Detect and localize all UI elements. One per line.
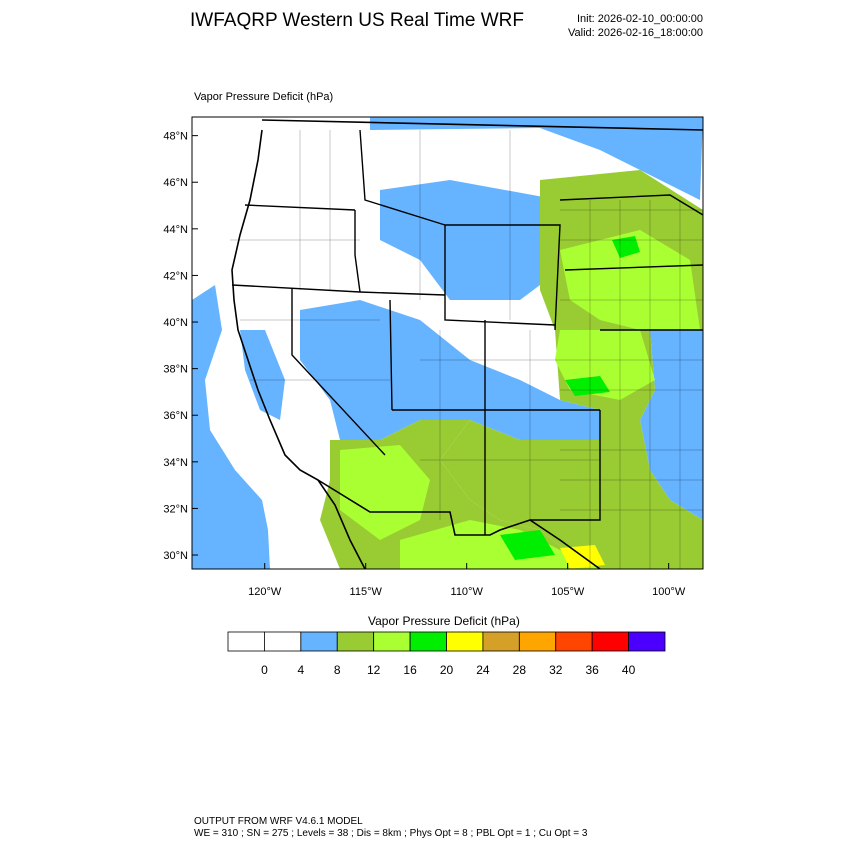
north-vpd-region [370,117,703,200]
lat-label: 44°N [163,224,188,236]
colorbar-tick-label: 20 [439,663,454,677]
colorbar [227,631,666,652]
lat-label: 42°N [163,270,188,282]
colorbar-swatch [446,631,484,652]
lon-label: 105°W [551,586,585,598]
colorbar-swatch [227,631,265,652]
colorbar-tick-label: 8 [333,663,341,677]
east-vpd-region [640,330,703,520]
colorbar-swatch [300,631,338,652]
colorbar-tick-label: 0 [261,663,268,677]
colorbar-title: Vapor Pressure Deficit (hPa) [368,614,520,628]
lat-label: 30°N [163,550,188,562]
colorbar-swatch [518,631,557,652]
init-time: Init: 2026-02-10_00:00:00 [577,13,703,25]
coastline [231,129,366,569]
colorbar-swatch [482,631,520,652]
latitude-axis: 48°N 46°N 44°N 42°N 40°N 38°N 36°N 34°N 32°N 30°N [163,131,198,562]
colorbar-tick-label: 24 [476,663,490,677]
green-vpd-spot [500,530,555,560]
colorbar-tick-label: 16 [403,663,417,677]
colorbar-tick-label: 12 [366,663,381,677]
lon-label: 115°W [350,586,383,598]
valid-time: Valid: 2026-02-16_18:00:00 [568,27,703,39]
colorbar-tick-label: 32 [549,663,563,677]
state-borders [231,129,703,535]
northern-rockies-vpd-region [380,180,560,300]
colorbar-swatch [591,631,629,652]
colorbar-swatch [336,631,375,652]
county-lines [230,130,703,569]
lat-label: 40°N [163,317,188,329]
lon-label: 110°W [451,586,484,598]
colorbar-swatch [264,631,302,652]
arizona-vpd-region [340,445,430,540]
field-label: Vapor Pressure Deficit (hPa) [194,91,334,103]
lat-label: 48°N [163,131,188,143]
colorbar-tick-label: 40 [621,663,636,677]
map-frame [191,116,704,570]
colorbar-swatch [409,631,447,652]
lat-label: 38°N [163,364,188,376]
colorbar-tick-label: 28 [512,663,527,677]
lon-label: 100°W [652,586,686,598]
valley-vpd-region [240,330,285,420]
colorbar-swatch [555,631,593,652]
lon-label: 120°W [248,586,282,598]
lat-label: 36°N [163,410,188,422]
plot-title: IWFAQRP Western US Real Time WRF [190,10,524,31]
ocean-vpd-region [192,285,270,569]
green-vpd-spot [612,236,640,258]
colorbar-swatch [373,631,411,652]
lat-label: 34°N [163,457,188,469]
dakotas-vpd-region [560,230,700,330]
map-area [192,117,703,569]
international-border [317,479,601,569]
footer-config: WE = 310 ; SN = 275 ; Levels = 38 ; Dis … [194,828,588,839]
canada-border [261,119,703,131]
mexico-vpd-region [400,520,600,569]
colorbar-swatch [628,631,666,652]
footer-model: OUTPUT FROM WRF V4.6.1 MODEL [194,816,363,827]
lat-label: 32°N [163,503,188,515]
longitude-axis: 120°W 115°W 110°W 105°W 100°W [248,563,686,598]
colorbar-tick-label: 36 [585,663,599,677]
basin-vpd-region [300,300,600,440]
green-vpd-spot [565,376,610,396]
lat-label: 46°N [163,177,188,189]
colorbar-tick-label: 4 [297,663,305,677]
